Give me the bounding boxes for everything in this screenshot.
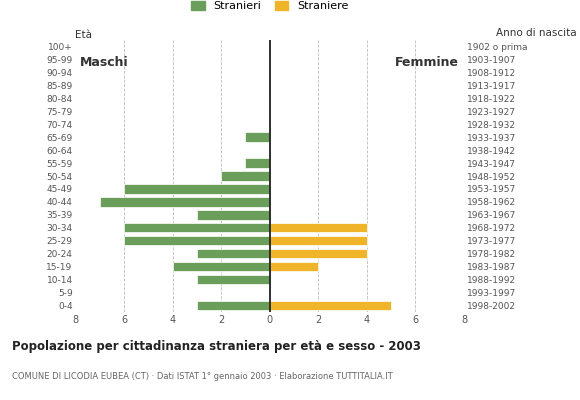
Bar xyxy=(270,301,391,310)
Text: Popolazione per cittadinanza straniera per età e sesso - 2003: Popolazione per cittadinanza straniera p… xyxy=(12,340,420,353)
Bar xyxy=(124,236,270,246)
Bar xyxy=(270,262,318,271)
Bar xyxy=(197,275,270,284)
Bar xyxy=(124,223,270,232)
Bar xyxy=(221,171,270,181)
Bar xyxy=(245,132,270,142)
Bar xyxy=(197,210,270,220)
Bar xyxy=(270,223,367,232)
Text: Maschi: Maschi xyxy=(80,56,129,68)
Bar xyxy=(197,301,270,310)
Legend: Stranieri, Straniere: Stranieri, Straniere xyxy=(187,0,353,16)
Bar xyxy=(197,249,270,258)
Bar xyxy=(100,197,270,206)
Bar xyxy=(270,236,367,246)
Bar xyxy=(270,249,367,258)
Text: Femmine: Femmine xyxy=(395,56,459,68)
Text: COMUNE DI LICODIA EUBEA (CT) · Dati ISTAT 1° gennaio 2003 · Elaborazione TUTTITA: COMUNE DI LICODIA EUBEA (CT) · Dati ISTA… xyxy=(12,372,392,381)
Bar xyxy=(124,184,270,194)
Bar xyxy=(173,262,270,271)
Bar xyxy=(245,158,270,168)
Text: Età: Età xyxy=(75,30,92,40)
Text: Anno di nascita: Anno di nascita xyxy=(496,28,577,38)
